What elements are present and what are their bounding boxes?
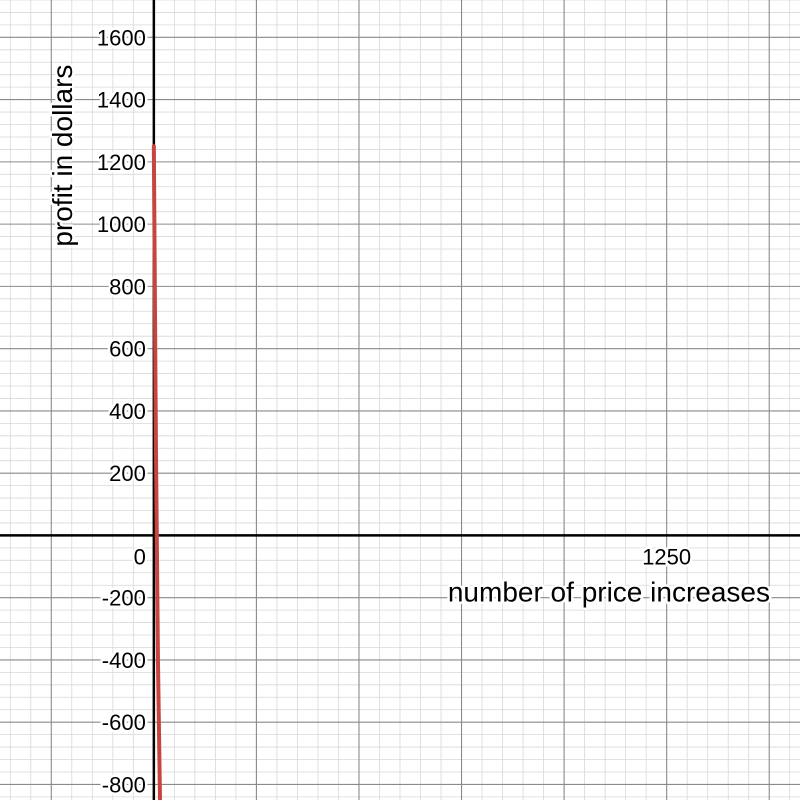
y-tick-label: -600 xyxy=(102,710,146,735)
series-layer xyxy=(151,144,162,800)
y-tick-label: -400 xyxy=(102,648,146,673)
tick-labels: 1600 1400 1200 1000 800 600 400 200 -200 -400 -600… xyxy=(94,23,693,800)
y-tick-label: 200 xyxy=(109,461,146,486)
y-tick-label: 400 xyxy=(109,399,146,424)
y-tick-label: 1600 xyxy=(97,25,146,50)
y-axis-label: profit in dollars xyxy=(47,65,78,247)
x-axis-label: number of price increases xyxy=(448,576,770,607)
y-tick-label: 1400 xyxy=(97,88,146,113)
y-tick-label: -200 xyxy=(102,586,146,611)
x-tick-label: 1250 xyxy=(642,544,691,569)
y-tick-label: -800 xyxy=(102,772,146,797)
y-tick-label: 1200 xyxy=(97,150,146,175)
y-tick-label: 1000 xyxy=(97,212,146,237)
y-tick-label: 600 xyxy=(109,337,146,362)
y-tick-label: 800 xyxy=(109,274,146,299)
series-line-1 xyxy=(151,144,162,800)
x-tick-label: 0 xyxy=(134,544,146,569)
